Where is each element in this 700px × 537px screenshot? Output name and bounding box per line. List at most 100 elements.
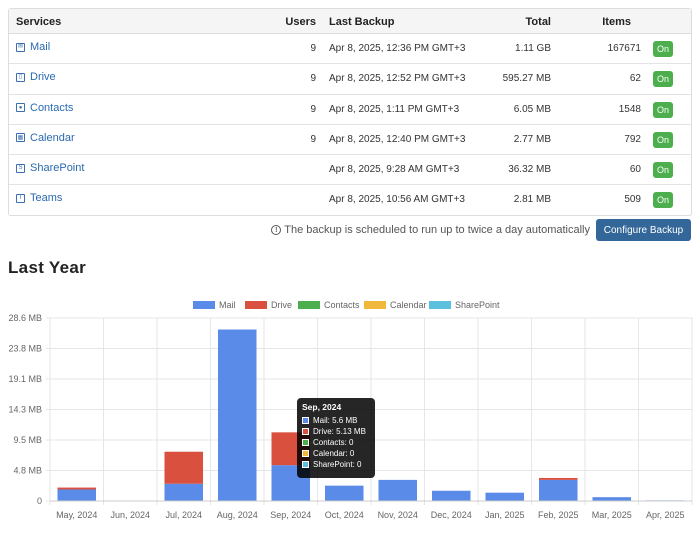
x-tick-label: Oct, 2024 [325,510,364,520]
legend-swatch [245,301,267,309]
legend-swatch [298,301,320,309]
service-link-sharepoint[interactable]: S SharePoint [16,162,84,174]
table-row: ● Contacts 9 Apr 8, 2025, 1:11 PM GMT+3 … [9,95,691,125]
tooltip-swatch [302,428,309,435]
items-count: 1548 [618,103,641,115]
legend-label: SharePoint [455,300,500,310]
tooltip-text: SharePoint: 0 [313,460,362,469]
service-link-teams[interactable]: T Teams [16,192,62,204]
bar-segment [538,477,578,480]
tooltip-swatch [302,417,309,424]
drive-icon: ▯ [16,72,25,82]
legend-label: Mail [219,300,236,310]
total-size: 2.77 MB [513,133,551,145]
service-link-calendar[interactable]: ▦ Calendar [16,132,75,144]
x-tick-label: Apr, 2025 [646,510,685,520]
calendar-icon: ▦ [16,133,25,143]
bar-segment [378,479,418,501]
tooltip-swatch [302,461,309,468]
tooltip-title: Sep, 2024 [302,402,342,412]
tooltip-line: Mail: 5.6 MB [302,415,370,426]
info-icon: ! [271,225,282,235]
status-badge[interactable]: On [652,131,673,148]
status-badge[interactable]: On [652,162,673,179]
total-size: 595.27 MB [502,73,551,85]
section-title: Last Year [8,258,86,277]
bar-segment [485,492,525,501]
x-tick-label: Jun, 2024 [110,510,150,520]
bar-segment [164,451,204,484]
table-row: ▯ Drive 9 Apr 8, 2025, 12:52 PM GMT+3 59… [9,64,691,95]
total-size: 1.11 GB [515,43,551,54]
service-name: Contacts [30,101,74,114]
tooltip-text: Drive: 5.13 MB [313,427,366,436]
sharepoint-icon: S [16,163,25,173]
service-link-drive[interactable]: ▯ Drive [16,71,56,83]
y-tick-label: 28.6 MB [8,313,42,323]
bar-segment [538,479,578,501]
legend-label: Contacts [324,300,360,310]
status-badge[interactable]: On [652,192,673,209]
tooltip-text: Contacts: 0 [313,438,354,447]
last-backup: Apr 8, 2025, 1:11 PM GMT+3 [329,103,460,115]
schedule-note: ! The backup is scheduled to run up to t… [271,224,590,236]
service-link-mail[interactable]: ✉ Mail [16,41,50,53]
legend-swatch [429,301,451,309]
bar-segment [57,489,97,501]
header-last-backup: Last Backup [329,16,395,28]
x-tick-label: Mar, 2025 [592,510,632,520]
configure-backup-button[interactable]: Configure Backup [596,219,691,241]
y-tick-label: 14.3 MB [8,405,42,415]
tooltip-swatch [302,450,309,457]
items-count: 62 [629,73,641,85]
legend-swatch [193,301,215,309]
bar-segment [592,497,632,501]
legend-swatch [364,301,386,309]
users-count: 9 [310,73,316,85]
status-badge[interactable]: On [652,41,673,57]
users-count: 9 [310,43,316,54]
schedule-note-text: The backup is scheduled to run up to twi… [284,224,590,236]
services-table: Services Users Last Backup Total Items ✉… [8,8,692,216]
total-size: 2.81 MB [513,194,551,206]
x-tick-label: Feb, 2025 [538,510,579,520]
service-name: SharePoint [30,162,85,175]
table-row: S SharePoint Apr 8, 2025, 9:28 AM GMT+3 … [9,155,691,186]
y-tick-label: 23.8 MB [8,344,42,354]
table-row: T Teams Apr 8, 2025, 10:56 AM GMT+3 2.81… [9,185,691,214]
tooltip-line: Drive: 5.13 MB [302,426,370,437]
y-tick-label: 4.8 MB [13,466,42,476]
last-backup: Apr 8, 2025, 12:36 PM GMT+3 [329,43,466,54]
legend-label: Drive [271,300,292,310]
x-tick-label: Jan, 2025 [485,510,525,520]
service-link-contacts[interactable]: ● Contacts [16,102,73,114]
y-tick-label: 0 [37,496,42,506]
bar-segment [217,329,257,501]
table-row: ▦ Calendar 9 Apr 8, 2025, 12:40 PM GMT+3… [9,125,691,156]
service-name: Calendar [30,131,75,144]
table-row: ✉ Mail 9 Apr 8, 2025, 12:36 PM GMT+3 1.1… [9,34,691,65]
y-tick-label: 9.5 MB [13,435,42,445]
header-users: Users [285,16,316,28]
last-backup: Apr 8, 2025, 12:40 PM GMT+3 [329,133,466,145]
x-tick-label: Sep, 2024 [270,510,311,520]
tooltip-text: Calendar: 0 [313,449,355,458]
header-services: Services [16,16,62,28]
last-backup: Apr 8, 2025, 10:56 AM GMT+3 [329,194,465,206]
status-badge[interactable]: On [652,71,673,88]
last-backup: Apr 8, 2025, 12:52 PM GMT+3 [329,73,466,85]
legend-label: Calendar [390,300,427,310]
header-total: Total [525,16,551,28]
items-count: 60 [629,164,641,176]
teams-icon: T [16,193,25,203]
tooltip-line: SharePoint: 0 [302,459,370,470]
items-count: 167671 [607,43,641,54]
bar-segment [57,487,97,490]
header-items: Items [602,16,631,28]
bar-segment [164,483,204,501]
contacts-icon: ● [16,103,25,113]
status-badge[interactable]: On [652,101,673,118]
tooltip-text: Mail: 5.6 MB [313,416,358,425]
tooltip-line: Contacts: 0 [302,437,370,448]
mail-icon: ✉ [16,42,25,52]
